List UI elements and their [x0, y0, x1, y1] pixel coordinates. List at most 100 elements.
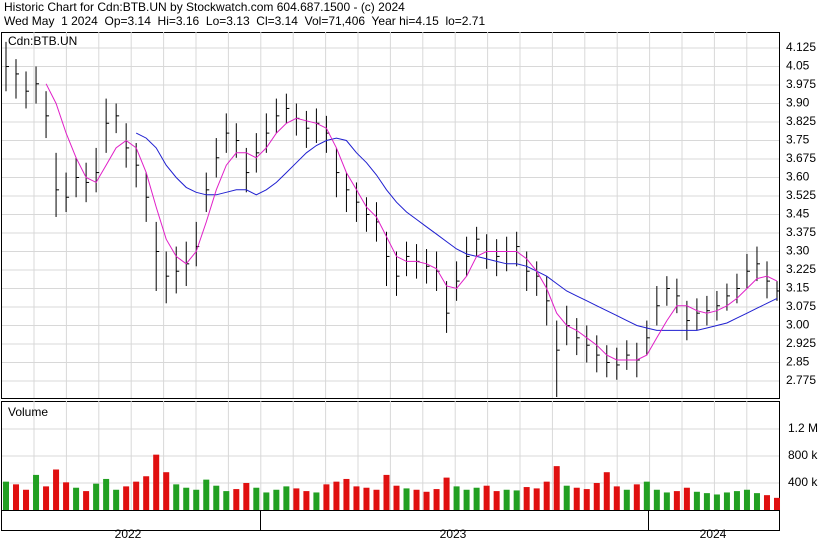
volume-bar [133, 481, 140, 510]
y-tick-label: 4.05 [786, 59, 810, 73]
volume-bar [593, 483, 600, 510]
volume-bar [723, 492, 730, 510]
y-tick-label: 2.925 [786, 336, 816, 350]
volume-bar [173, 484, 180, 510]
y-tick-label: 3.00 [786, 318, 810, 332]
volume-bar [293, 488, 300, 510]
volume-bar [103, 478, 110, 510]
volume-bar [63, 482, 70, 510]
volume-bar [633, 484, 640, 510]
volume-bar [223, 491, 230, 510]
volume-bar [193, 489, 200, 510]
volume-bar [763, 495, 770, 510]
volume-bar [383, 474, 390, 510]
plot [2, 41, 781, 510]
volume-bar [263, 492, 270, 510]
volume-label: Volume [8, 405, 48, 419]
volume-bar [93, 483, 100, 510]
volume-bar [643, 481, 650, 510]
volume-bar [253, 487, 260, 510]
y-tick-label: 3.15 [786, 281, 810, 295]
volume-bar [313, 492, 320, 510]
volume-bar [213, 485, 220, 510]
volume-bar [83, 491, 90, 510]
volume-bar [33, 474, 40, 510]
volume-bar [713, 494, 720, 510]
y-tick-label: 3.30 [786, 244, 810, 258]
volume-bar [2, 481, 10, 510]
year-label: 2024 [700, 527, 727, 541]
volume-bar [513, 490, 520, 510]
volume-bar [673, 491, 680, 510]
ma-short-line [45, 83, 778, 361]
y-tick-label: 3.45 [786, 207, 810, 221]
y-tick-label: 4.125 [786, 40, 816, 54]
volume-bar [483, 485, 490, 510]
volume-bar [163, 472, 170, 510]
y-tick-label: 3.825 [786, 114, 816, 128]
header-line: Wed May 1 2024 Op=3.14 Hi=3.16 Lo=3.13 C… [4, 14, 485, 28]
volume-bar [123, 486, 130, 510]
volume-bar [473, 487, 480, 510]
y-tick-label: 3.525 [786, 188, 816, 202]
volume-bar [113, 489, 120, 510]
volume-bar [493, 491, 500, 510]
date-panel [1, 510, 780, 531]
y-tick-label: 3.975 [786, 77, 816, 91]
volume-bar [613, 486, 620, 510]
y-tick-label: 1.2 M [788, 421, 818, 435]
volume-bar [443, 477, 450, 510]
volume-bar [73, 487, 80, 510]
volume-bar [203, 479, 210, 510]
y-tick-label: 3.225 [786, 262, 816, 276]
volume-bar [13, 484, 20, 510]
volume-bar [733, 491, 740, 510]
volume-bar [283, 486, 290, 510]
volume-bar [533, 488, 540, 510]
volume-bar [463, 489, 470, 510]
y-tick-label: 3.60 [786, 170, 810, 184]
volume-bar [413, 489, 420, 510]
volume-bar [343, 478, 350, 510]
volume-bar [353, 486, 360, 510]
y-tick-label: 3.075 [786, 299, 816, 313]
volume-bar [333, 481, 340, 510]
volume-bar [183, 487, 190, 510]
volume-bar [423, 491, 430, 510]
volume-bar [563, 485, 570, 510]
volume-bar [143, 476, 150, 510]
volume-bar [53, 469, 60, 510]
volume-bar [623, 489, 630, 510]
volume-bar [743, 489, 750, 510]
year-label: 2023 [440, 527, 467, 541]
volume-bar [453, 486, 460, 510]
volume-bar [683, 487, 690, 510]
volume-bar [243, 483, 250, 510]
year-label: 2022 [115, 527, 142, 541]
volume-bar [693, 491, 700, 510]
volume-bar [273, 489, 280, 510]
volume-bar [603, 472, 610, 510]
volume-bar [303, 491, 310, 510]
volume-bar [363, 487, 370, 510]
volume-bar [543, 481, 550, 510]
volume-bar [393, 485, 400, 510]
volume-bar [703, 493, 710, 510]
volume-bar [523, 487, 530, 510]
y-tick-label: 3.75 [786, 133, 810, 147]
volume-bar [233, 489, 240, 510]
volume-bar [653, 489, 660, 510]
volume-bar [43, 486, 50, 510]
y-tick-label: 3.90 [786, 96, 810, 110]
volume-bar [23, 489, 30, 510]
volume-bar [433, 489, 440, 510]
volume-bar [583, 489, 590, 510]
volume-bar [323, 484, 330, 510]
header-line: Historic Chart for Cdn:BTB.UN by Stockwa… [4, 0, 405, 14]
y-tick-label: 3.675 [786, 151, 816, 165]
volume-bar [663, 492, 670, 510]
volume-bar [753, 493, 760, 510]
y-tick-label: 3.375 [786, 225, 816, 239]
